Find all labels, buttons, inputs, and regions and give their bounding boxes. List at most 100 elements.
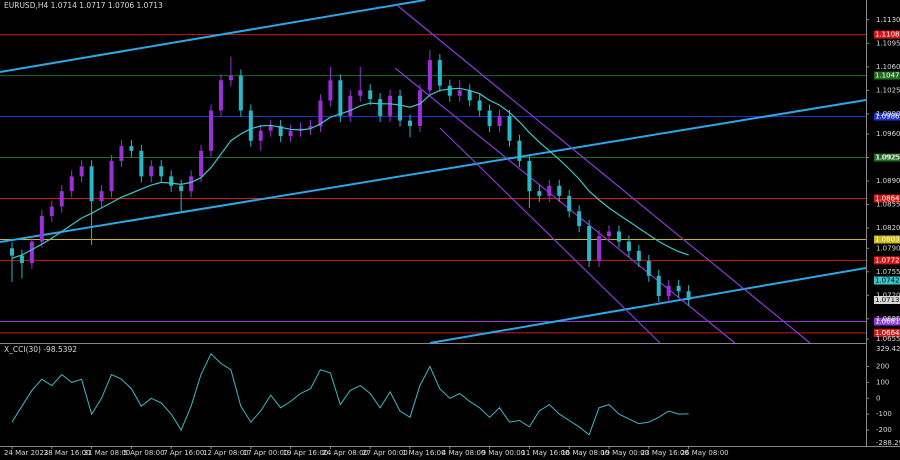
level-tag-label: 1.1108 [875,31,900,39]
candle-body [517,140,522,161]
y-tick-label: 1.0755 [876,268,900,276]
candle-body [99,191,104,202]
y-tick-label: 1.1025 [876,86,900,94]
y-tick-label: 1.0790 [876,244,900,252]
candle-body [10,248,14,256]
candle-body [89,166,94,202]
moving-average [11,87,689,259]
candle-body [646,261,651,276]
candles [10,50,691,307]
x-tick-label: 12 Apr 08:00 [203,449,249,457]
price-tag-label: 1.0742 [875,277,900,285]
candle-body [318,100,323,126]
cci-panel [11,352,689,436]
candle-body [577,211,582,227]
level-tag [874,235,900,244]
candle-body [338,80,343,116]
x-tick-label: 24 Mar 2023 [4,449,48,457]
candle-body [557,185,562,196]
y-limit-label: 329.4203 [876,345,900,353]
y-tick-label: 1.0960 [876,130,900,138]
candle-body [437,60,442,86]
candle-body [199,150,204,177]
level-tag [874,153,900,162]
levels [0,34,866,334]
price-tag [874,295,900,304]
candle-body [597,236,602,262]
level-tag [874,328,900,337]
x-tick-label: 24 Apr 08:00 [322,449,368,457]
candle-body [417,90,422,126]
y-tick-label: -200 [876,426,892,434]
candle-body [149,166,154,177]
candle-body [527,160,532,192]
candle-body [119,146,124,161]
candle-body [109,160,114,192]
y-limit-label: -288.2999 [876,439,900,447]
x-tick-label: 4 May 08:00 [442,449,486,457]
candle-body [656,275,661,296]
candle-body [258,130,263,141]
level-tag-label: 1.0925 [875,154,900,162]
candle-body [567,195,572,212]
x-tick-label: 7 Apr 16:00 [163,449,204,457]
candle-body [288,130,293,137]
y-tick-label: 1.1060 [876,63,900,71]
candle-body [189,176,194,192]
y-tick-label: 200 [876,363,889,371]
level-tag [874,112,900,121]
candle-body [457,90,462,96]
candle-body [159,166,164,177]
candle-body [537,191,542,196]
candle-body [268,125,273,131]
indicator-title: X_CCI(30) -98.5392 [4,345,77,354]
candle-body [686,291,691,300]
x-tick-label: 9 May 00:00 [482,449,526,457]
candle-body [398,95,403,121]
y-tick-label: 1.0925 [876,154,900,162]
candle-body [328,80,333,101]
x-tick-label: 16 May 08:00 [561,449,609,457]
candle-body [39,216,44,242]
candle-body [547,185,552,196]
candle-body [607,231,611,237]
trend-line [0,99,867,243]
level-tag-label: 1.0986 [875,113,900,121]
y-tick-label: 1.0820 [876,224,900,232]
y-tick-label: 1.0990 [876,110,900,118]
channels [0,0,867,344]
candle-body [487,110,492,126]
candle-body [467,90,472,101]
candle-body [348,95,353,116]
candle-body [378,99,383,116]
candle-body [278,125,283,137]
candle-body [228,75,233,81]
cci-line [11,352,689,436]
channel-line [397,5,811,344]
candle-body [587,226,592,262]
candle-body [308,125,313,129]
level-tag [874,71,900,80]
candle-body [248,110,253,141]
candle-body [218,80,223,111]
candle-body [368,90,373,100]
y-tick-label: 1.0720 [876,291,900,299]
chart-title: EURUSD,H4 1.0714 1.0717 1.0706 1.0713 [4,1,163,10]
candle-body [179,185,184,192]
candle-body [358,90,363,96]
candle-body [388,95,393,116]
y-tick-label: 1.0855 [876,201,900,209]
level-tag-label: 1.0664 [875,329,900,337]
trend-line [429,267,867,344]
x-tick-label: 17 Apr 00:00 [243,449,289,457]
trend-line [0,0,426,73]
y-tick-label: 1.0655 [876,335,900,343]
x-tick-label: 5 Apr 08:00 [123,449,164,457]
candle-body [209,110,213,151]
candle-body [447,85,452,96]
x-tick-label: 11 May 16:00 [521,449,569,457]
candle-body [19,255,24,264]
x-tick-label: 26 May 08:00 [681,449,729,457]
price-tag-label: 1.0713 [875,296,900,304]
